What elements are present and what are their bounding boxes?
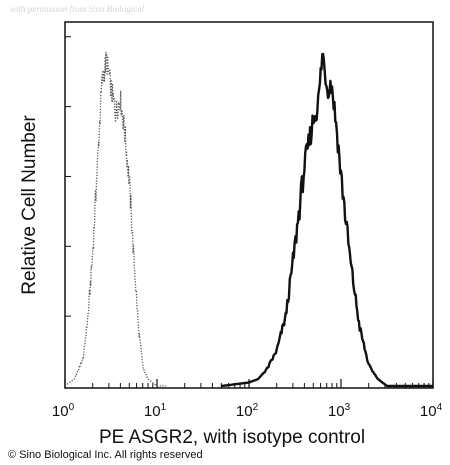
- x-tick-labels: 100 101 102 103 104: [52, 402, 443, 420]
- asgr2-histogram: [221, 52, 434, 388]
- x-tick-label: 100: [52, 402, 75, 420]
- watermark-text: with permission from Sino Biological: [10, 4, 145, 14]
- x-tick-label: 104: [420, 402, 443, 420]
- axis-ticks: [64, 36, 434, 388]
- x-axis-title: PE ASGR2, with isotype control: [99, 427, 365, 448]
- x-tick-label: 103: [328, 402, 351, 420]
- histogram-series: [64, 51, 434, 388]
- x-tick-label: 102: [236, 402, 259, 420]
- copyright-text: © Sino Biological Inc. All rights reserv…: [8, 449, 203, 461]
- x-tick-label: 101: [144, 402, 167, 420]
- isotype-control-histogram: [64, 51, 167, 387]
- y-axis-title: Relative Cell Number: [19, 115, 40, 295]
- plot-frame: [64, 21, 434, 389]
